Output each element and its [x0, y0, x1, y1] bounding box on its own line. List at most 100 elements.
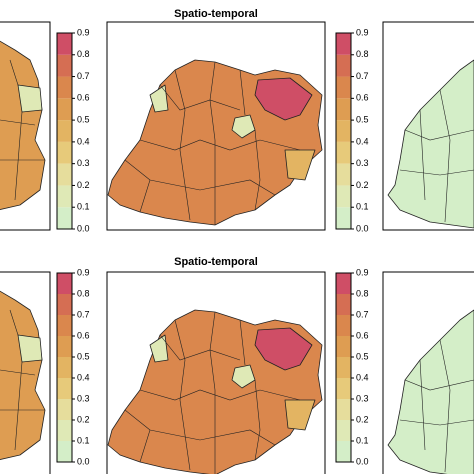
colorbar-tick-label: 0.9 [77, 267, 90, 277]
colorbar-band [57, 399, 72, 420]
colorbar-band [57, 76, 72, 99]
colorbar-tick-label: 0.1 [77, 435, 90, 445]
colorbar-band [336, 420, 351, 441]
colorbar-band [336, 357, 351, 378]
map-district [149, 84, 169, 113]
colorbar-tick-label: 0.7 [77, 71, 90, 81]
colorbar-band [336, 273, 351, 294]
colorbar-tick-label: 0.1 [77, 202, 90, 212]
map-district [284, 149, 316, 181]
colorbar-band [57, 441, 72, 462]
colorbar-tick-label: 0.0 [77, 223, 90, 233]
colorbar-tick-label: 0.3 [77, 393, 90, 403]
colorbar-band [336, 207, 351, 229]
colorbar-band [57, 336, 72, 357]
map-borders [399, 89, 474, 223]
panel-frame [106, 271, 326, 474]
map-borders [124, 61, 301, 225]
colorbar-tick-label: 0.6 [77, 93, 90, 103]
colorbar-tick-label: 0.3 [356, 393, 369, 403]
colorbar-frame [56, 272, 73, 463]
colorbar-tick-label: 0.1 [356, 202, 369, 212]
map-district [17, 84, 43, 113]
colorbar-tick-label: 0.0 [356, 456, 369, 466]
colorbar-band [57, 185, 72, 208]
colorbar-band [336, 76, 351, 99]
colorbar-tick-label: 0.7 [356, 71, 369, 81]
colorbar-band [57, 54, 72, 77]
colorbar-band [57, 378, 72, 399]
colorbar-band [57, 315, 72, 336]
colorbar-band [336, 315, 351, 336]
colorbar-tick-label: 0.6 [356, 93, 369, 103]
map-district [231, 114, 256, 139]
map-borders [0, 59, 45, 201]
panel-frame [382, 21, 474, 231]
colorbar-band [336, 98, 351, 121]
colorbar-tick-label: 0.7 [77, 309, 90, 319]
colorbar-band [336, 141, 351, 164]
map-district [0, 40, 46, 210]
map-district [254, 327, 313, 371]
colorbar-tick-label: 0.1 [356, 435, 369, 445]
colorbar-tick-label: 0.7 [356, 309, 369, 319]
colorbar-band [57, 207, 72, 229]
colorbar-tick-label: 0.2 [77, 414, 90, 424]
colorbar-tick-label: 0.6 [356, 330, 369, 340]
colorbar-tick-label: 0.4 [77, 136, 90, 146]
colorbar-tick-label: 0.5 [356, 351, 369, 361]
colorbar-band [336, 185, 351, 208]
colorbar-tick-label: 0.0 [77, 456, 90, 466]
map-borders [399, 339, 474, 473]
colorbar-band [57, 273, 72, 294]
colorbar-frame [335, 272, 352, 463]
colorbar-band [57, 98, 72, 121]
colorbar-band [336, 378, 351, 399]
colorbar-tick-label: 0.9 [77, 27, 90, 37]
colorbar-band [336, 54, 351, 77]
panel-frame [382, 271, 474, 474]
panel-title: Spatio-temporal [174, 8, 258, 20]
colorbar-band [336, 441, 351, 462]
map-district [284, 399, 316, 431]
map-district [254, 77, 313, 121]
map-district [149, 334, 169, 363]
colorbar-tick-label: 0.6 [77, 330, 90, 340]
colorbar-tick-label: 0.8 [356, 49, 369, 59]
colorbar-band [57, 294, 72, 315]
map-district [17, 334, 43, 363]
row: Spatio-temporal 0.0 0.1 0.2 0.3 0.4 0.5 0.6 0.7 0… [0, 256, 474, 474]
colorbar-band [57, 33, 72, 55]
colorbar-band [57, 420, 72, 441]
colorbar-tick-label: 0.9 [356, 27, 369, 37]
panel-frame [106, 21, 326, 231]
colorbar-tick-label: 0.5 [356, 114, 369, 124]
colorbar-tick-label: 0.2 [77, 180, 90, 190]
colorbar-tick-label: 0.8 [77, 49, 90, 59]
colorbar-tick-label: 0.5 [77, 351, 90, 361]
colorbar-band [336, 336, 351, 357]
map-district [387, 309, 474, 474]
colorbar-tick-label: 0.3 [356, 158, 369, 168]
colorbar-tick-label: 0.4 [356, 136, 369, 146]
panel-frame [0, 271, 51, 474]
colorbar-band [57, 163, 72, 186]
colorbar-frame [56, 32, 73, 230]
colorbar-band [57, 357, 72, 378]
colorbar-band [336, 33, 351, 55]
panel-title: Spatio-temporal [174, 256, 258, 268]
map-district [0, 290, 46, 460]
row: Spatio-temporal 0.0 0.1 0.2 0.3 0.4 0.5 0.6 0.7 0… [0, 8, 474, 233]
panel-frame [0, 21, 51, 231]
colorbar-band [336, 294, 351, 315]
colorbar-tick-label: 0.4 [77, 372, 90, 382]
colorbar-tick-label: 0.4 [356, 372, 369, 382]
colorbar-tick-label: 0.3 [77, 158, 90, 168]
colorbar-band [57, 120, 72, 142]
colorbar-band [57, 141, 72, 164]
colorbar-frame [335, 32, 352, 230]
colorbar-tick-label: 0.9 [356, 267, 369, 277]
colorbar-band [336, 120, 351, 142]
colorbar-tick-label: 0.2 [356, 414, 369, 424]
